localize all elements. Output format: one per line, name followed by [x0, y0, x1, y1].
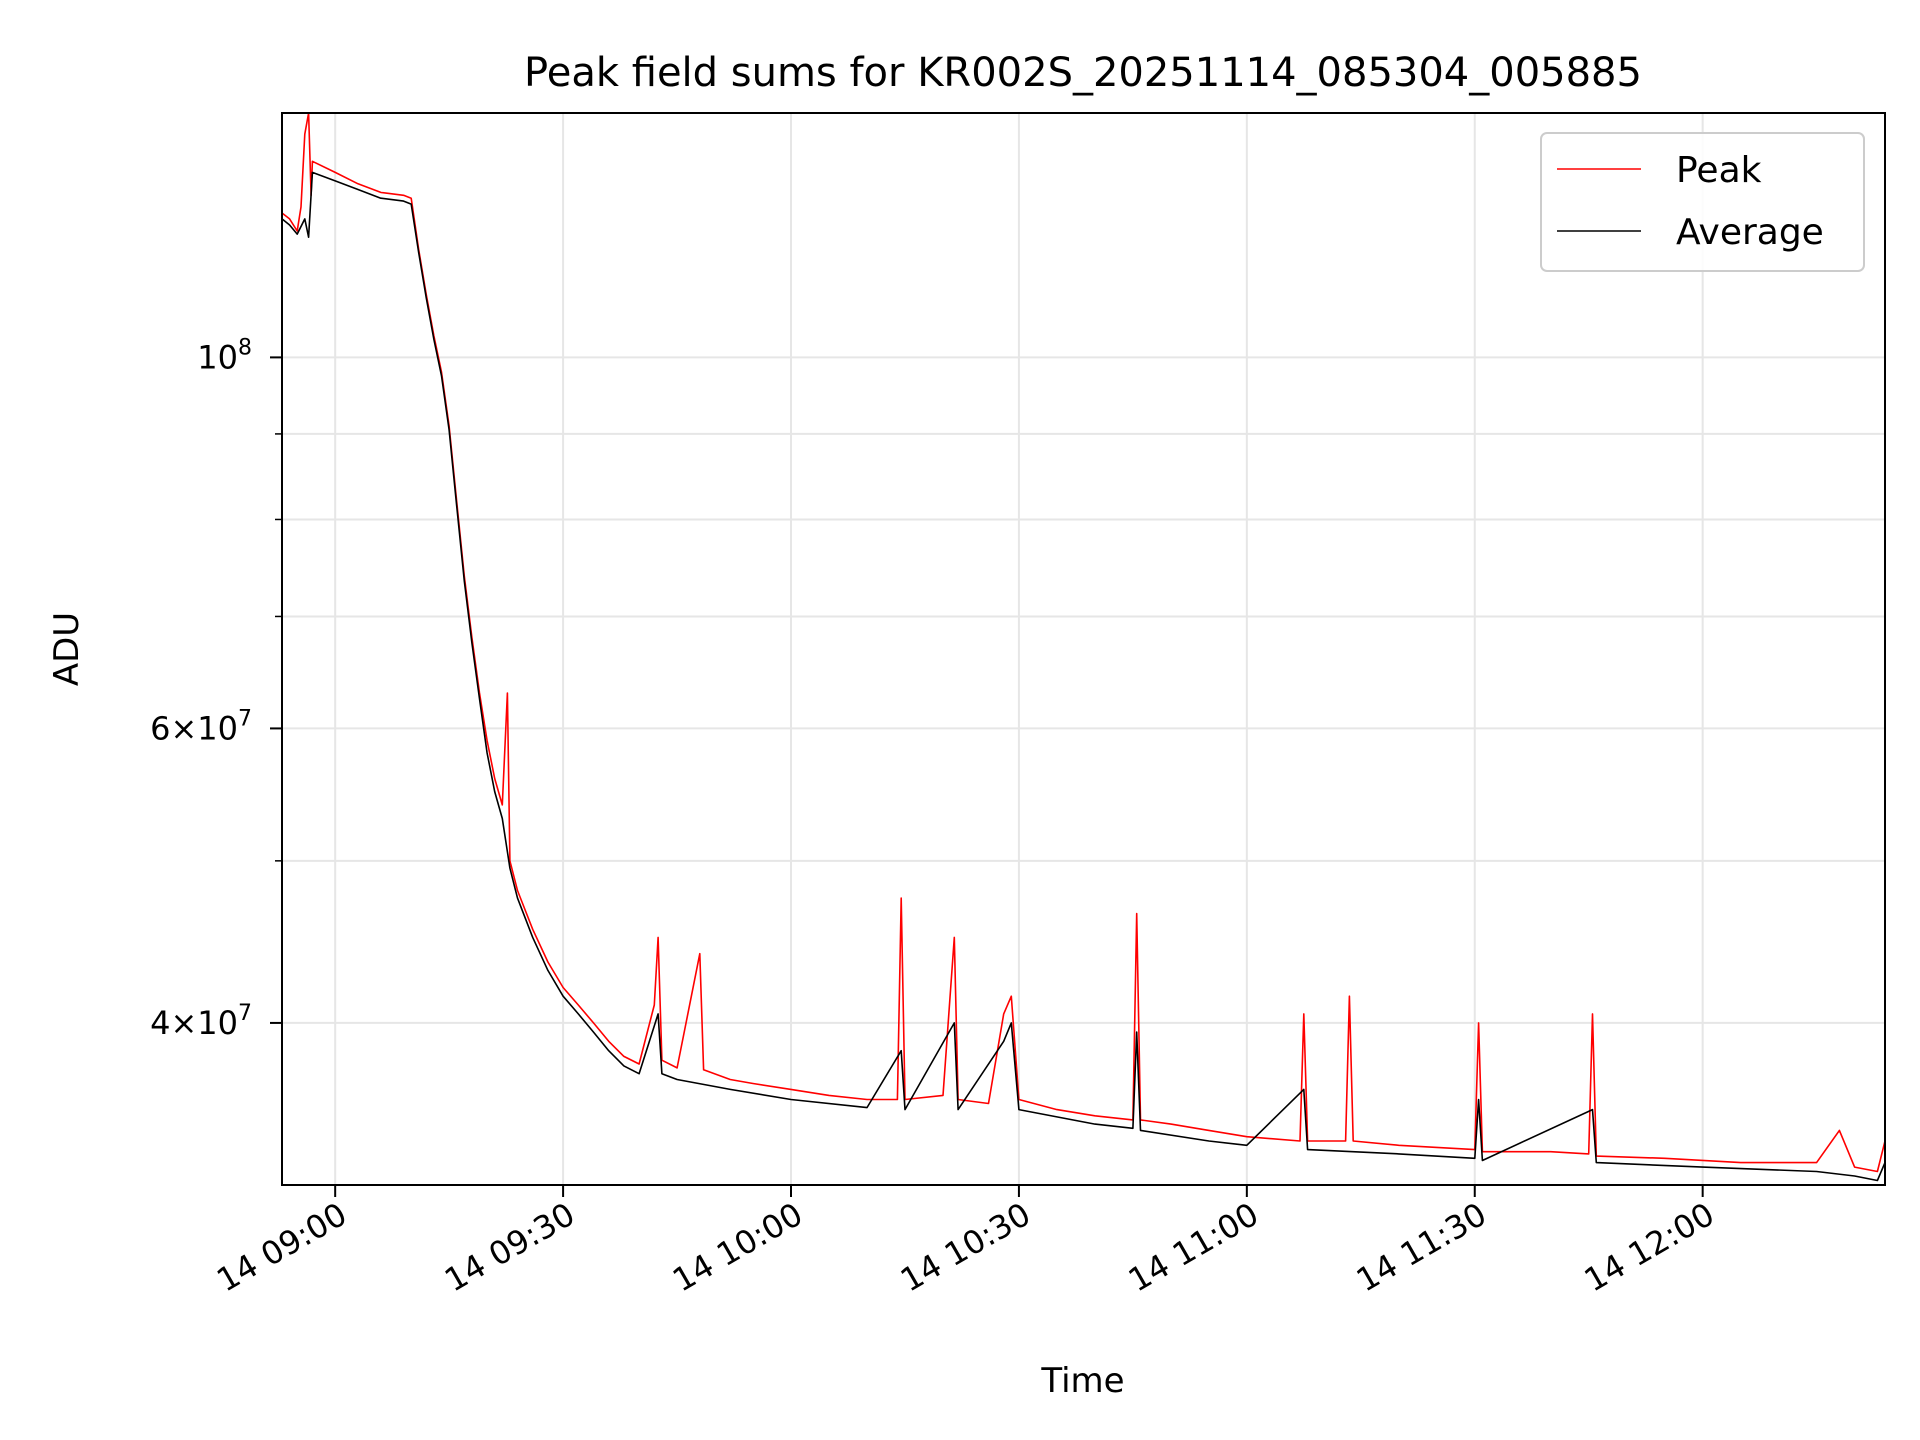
legend-label-average: Average: [1676, 212, 1824, 253]
y-tick-exponent: 7: [238, 706, 252, 731]
legend: Peak Average: [1540, 132, 1865, 272]
y-tick-label: 6×107: [150, 706, 252, 747]
legend-box: [1540, 132, 1865, 272]
y-tick-label: 108: [197, 335, 252, 376]
y-tick-label: 4×107: [150, 1001, 252, 1042]
y-tick-mantissa: 4×10: [150, 1004, 238, 1042]
y-tick-exponent: 7: [238, 1001, 252, 1026]
series-line-average: [281, 171, 1886, 1182]
y-tick-mantissa: 6×10: [150, 709, 238, 747]
plot-frame: [281, 112, 1886, 1186]
grid-lines: [282, 113, 1885, 1185]
x-axis-label: Time: [1040, 1361, 1124, 1401]
series-layer: [281, 112, 1886, 1182]
chart-title: Peak field sums for KR002S_20251114_0853…: [524, 50, 1642, 96]
y-tick-exponent: 8: [238, 335, 252, 360]
y-tick-mantissa: 10: [197, 338, 238, 376]
legend-label-peak: Peak: [1676, 150, 1762, 191]
y-axis-label: ADU: [47, 612, 87, 686]
